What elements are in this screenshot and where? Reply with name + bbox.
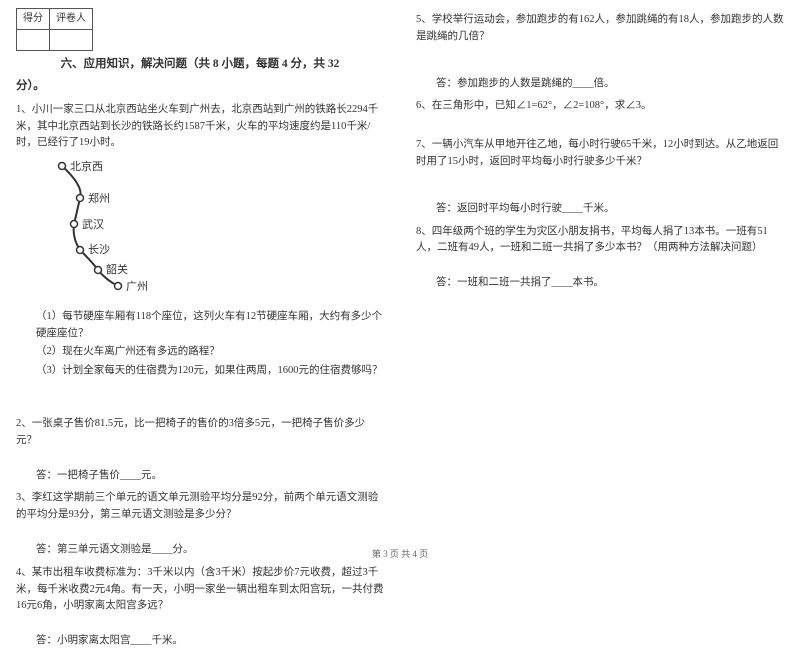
section-title: 六、应用知识，解决问题（共 8 小题，每题 4 分，共 32 (16, 55, 384, 73)
score-cell (17, 30, 50, 51)
right-column: 5、学校举行运动会，参加跑步的有162人，参加跳绳的有18人，参加跑步的人数是跳… (400, 0, 800, 545)
svg-text:韶关: 韶关 (106, 262, 128, 276)
question-4: 4、某市出租车收费标准为：3千米以内（含3千米）按起步价7元收费，超过3千米，每… (16, 565, 384, 615)
answer-7: 答：返回时平均每小时行驶____千米。 (436, 201, 784, 218)
answer-4: 答：小明家离太阳宫____千米。 (36, 633, 384, 650)
question-7: 7、一辆小汽车从甲地开往乙地，每小时行驶65千米，12小时到达。从乙地返回时用了… (416, 137, 784, 171)
answer-5: 答：参加跑步的人数是跳绳的____倍。 (436, 76, 784, 93)
svg-text:郑州: 郑州 (88, 191, 110, 205)
question-2: 2、一张桌子售价81.5元，比一把椅子的售价的3倍多5元，一把椅子售价多少元？ (16, 416, 384, 450)
answer-8: 答：一班和二班一共捐了____本书。 (436, 275, 784, 292)
map-svg: 北京西 郑州 武汉 长沙 韶关 广州 (40, 158, 170, 298)
question-8: 8、四年级两个班的学生为灾区小朋友捐书，平均每人捐了13本书。一班有51人，二班… (416, 224, 784, 258)
question-3: 3、李红这学期前三个单元的语文单元测验平均分是92分，前两个单元语文测验的平均分… (16, 490, 384, 524)
section-title-cont: 分）。 (16, 77, 384, 95)
svg-text:武汉: 武汉 (82, 218, 104, 231)
svg-text:北京西: 北京西 (70, 159, 103, 173)
question-1-1: （1）每节硬座车厢有118个座位，这列火车有12节硬座车厢，大约有多少个硬座座位… (36, 309, 384, 343)
route-map: 北京西 郑州 武汉 长沙 韶关 广州 (40, 158, 384, 305)
examiner-header: 评卷人 (50, 9, 93, 30)
question-1-2: （2）现在火车离广州还有多远的路程？ (36, 344, 384, 361)
question-5: 5、学校举行运动会，参加跑步的有162人，参加跳绳的有18人，参加跑步的人数是跳… (416, 12, 784, 46)
page-footer: 第 3 页 共 4 页 (0, 547, 800, 561)
question-6: 6、在三角形中，已知∠1=62°，∠2=108°，求∠3。 (416, 98, 784, 115)
answer-2: 答：一把椅子售价____元。 (36, 468, 384, 485)
left-column: 得分 评卷人 六、应用知识，解决问题（共 8 小题，每题 4 分，共 32 分）… (0, 0, 400, 545)
score-examiner-table: 得分 评卷人 (16, 8, 93, 51)
svg-text:长沙: 长沙 (88, 243, 110, 256)
page-two-column: 得分 评卷人 六、应用知识，解决问题（共 8 小题，每题 4 分，共 32 分）… (0, 0, 800, 545)
question-1-3: （3）计划全家每天的住宿费为120元，如果住两周，1600元的住宿费够吗？ (36, 363, 384, 380)
svg-text:广州: 广州 (126, 280, 148, 293)
question-1: 1、小川一家三口从北京西站坐火车到广州去，北京西站到广州的铁路长2294千米，其… (16, 102, 384, 152)
score-header: 得分 (17, 9, 50, 30)
examiner-cell (50, 30, 93, 51)
